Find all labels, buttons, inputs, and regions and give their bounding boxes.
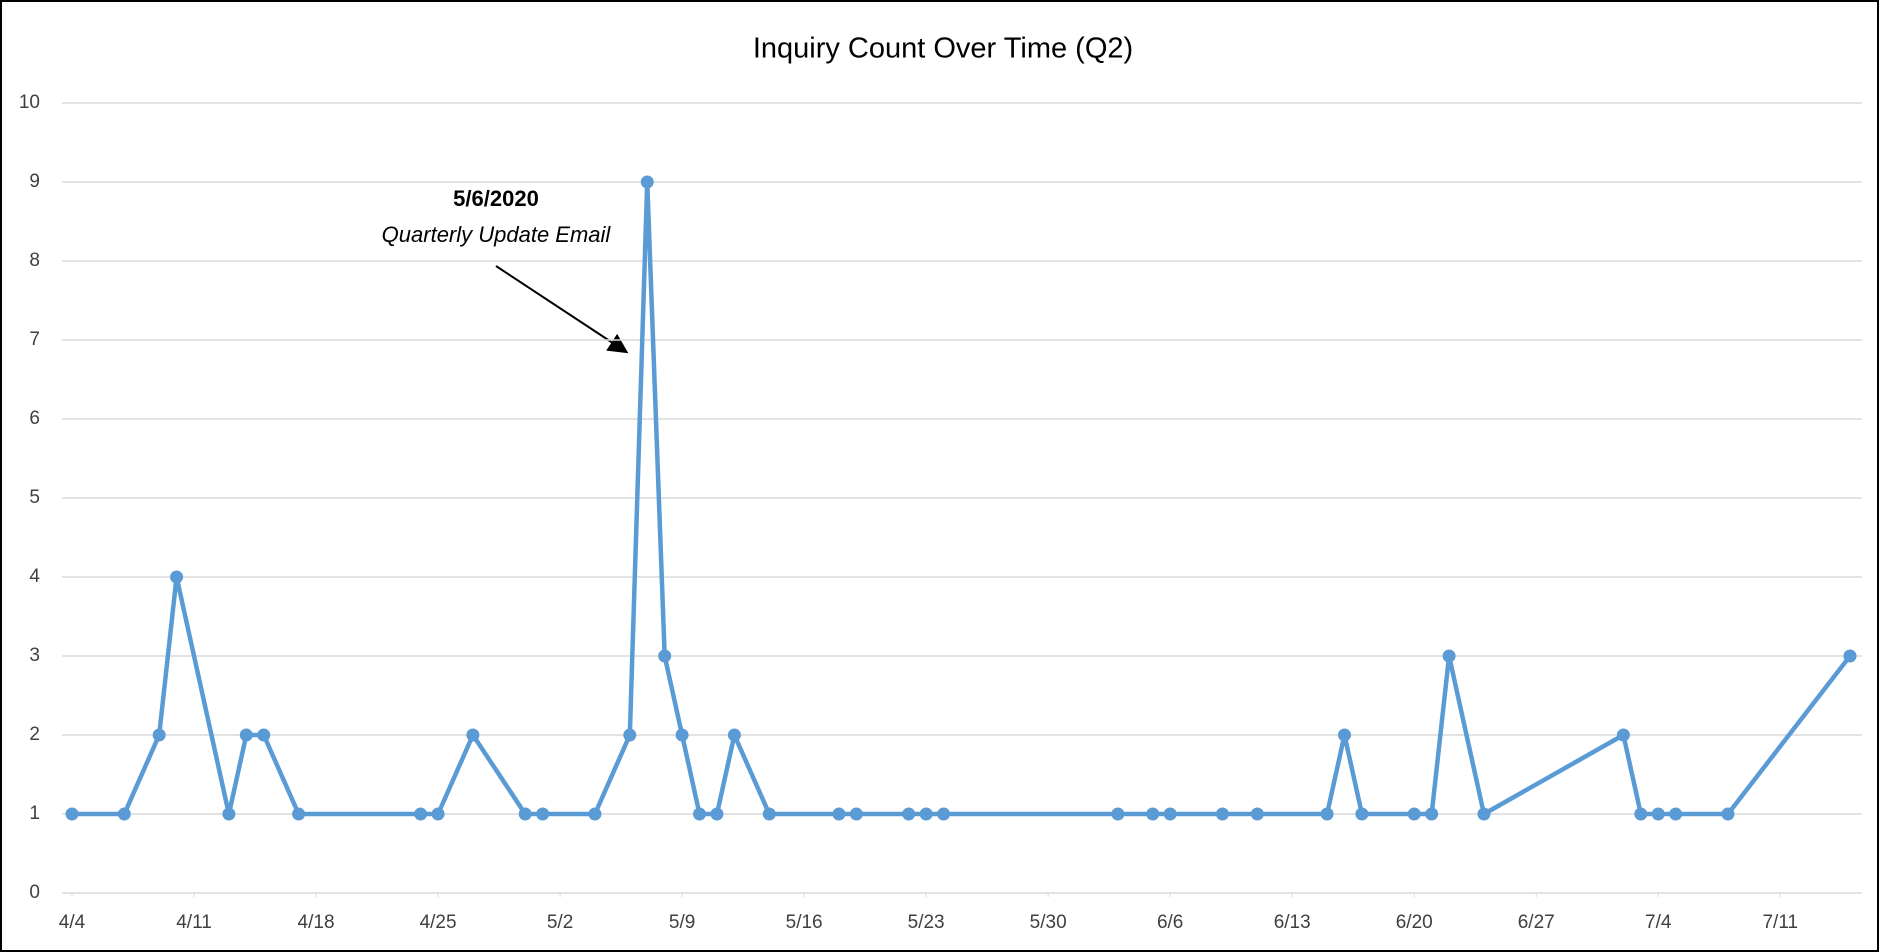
point <box>919 807 933 821</box>
point <box>117 807 131 821</box>
point <box>1616 728 1630 742</box>
point <box>518 807 532 821</box>
x-tick-label: 7/11 <box>1762 912 1798 933</box>
x-tick-label: 5/16 <box>786 912 823 933</box>
point <box>170 570 184 584</box>
x-tick-label: 6/20 <box>1396 912 1433 933</box>
point <box>675 728 689 742</box>
annotation-title: 5/6/2020 <box>453 186 539 211</box>
y-tick-label: 4 <box>29 566 40 587</box>
point <box>1477 807 1491 821</box>
point <box>239 728 253 742</box>
point <box>65 807 79 821</box>
point <box>431 807 445 821</box>
x-tick-label: 6/13 <box>1274 912 1311 933</box>
point <box>1250 807 1264 821</box>
point <box>1215 807 1229 821</box>
point <box>832 807 846 821</box>
y-tick-label: 9 <box>29 171 40 192</box>
point <box>292 807 306 821</box>
y-tick-label: 10 <box>19 92 40 113</box>
point <box>1355 807 1369 821</box>
point <box>623 728 637 742</box>
x-tick-label: 5/30 <box>1030 912 1067 933</box>
x-tick-label: 7/4 <box>1645 912 1672 933</box>
point <box>727 728 741 742</box>
y-tick-label: 3 <box>29 645 40 666</box>
point <box>1163 807 1177 821</box>
point <box>222 807 236 821</box>
point <box>257 728 271 742</box>
point <box>937 807 951 821</box>
point <box>588 807 602 821</box>
x-tick-label: 6/6 <box>1157 912 1183 933</box>
point <box>1721 807 1735 821</box>
y-tick-label: 7 <box>29 329 40 350</box>
point <box>1669 807 1683 821</box>
x-tick-label: 5/2 <box>547 912 573 933</box>
point <box>1111 807 1125 821</box>
point <box>762 807 776 821</box>
y-tick-label: 0 <box>29 882 40 903</box>
x-tick-label: 4/11 <box>176 912 212 933</box>
point <box>152 728 166 742</box>
point <box>658 649 672 663</box>
x-tick-label: 4/4 <box>59 912 86 933</box>
point <box>414 807 428 821</box>
point <box>1320 807 1334 821</box>
point <box>1651 807 1665 821</box>
y-tick-label: 1 <box>29 803 40 824</box>
x-tick-label: 6/27 <box>1518 912 1555 933</box>
annotation-arrow <box>495 265 629 354</box>
point <box>849 807 863 821</box>
chart-title: Inquiry Count Over Time (Q2) <box>753 33 1133 65</box>
y-tick-label: 2 <box>29 724 40 745</box>
point <box>1425 807 1439 821</box>
point <box>902 807 916 821</box>
point <box>1337 728 1351 742</box>
x-tick-label: 4/25 <box>420 912 457 933</box>
point <box>710 807 724 821</box>
annotation-text: Quarterly Update Email <box>382 222 612 247</box>
point <box>1146 807 1160 821</box>
x-tick-label: 5/23 <box>908 912 945 933</box>
point <box>640 175 654 189</box>
y-tick-label: 6 <box>29 408 40 429</box>
point <box>1407 807 1421 821</box>
y-tick-label: 5 <box>29 487 40 508</box>
y-tick-label: 8 <box>29 250 40 271</box>
x-tick-label: 5/9 <box>669 912 695 933</box>
point <box>1442 649 1456 663</box>
point <box>693 807 707 821</box>
point <box>466 728 480 742</box>
point <box>536 807 550 821</box>
point <box>1843 649 1857 663</box>
point <box>1634 807 1648 821</box>
x-tick-label: 4/18 <box>298 912 335 933</box>
